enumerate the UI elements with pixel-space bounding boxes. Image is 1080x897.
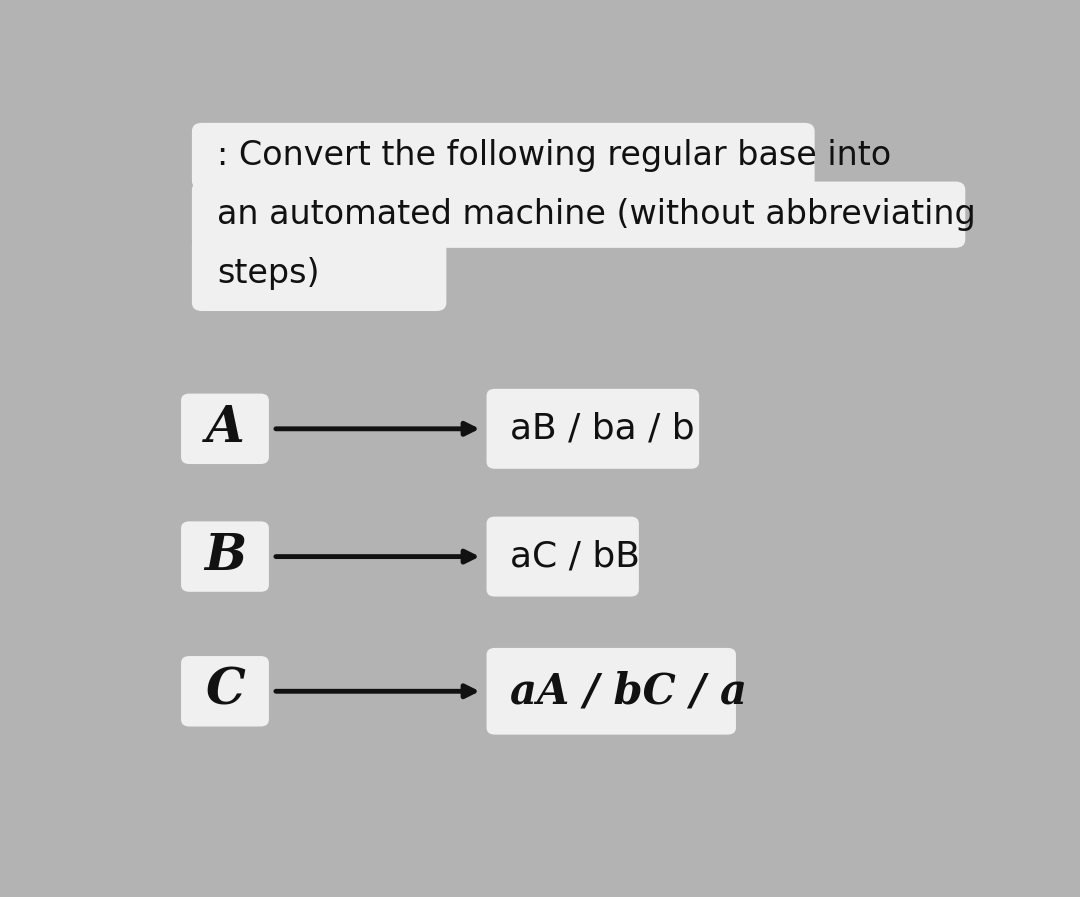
FancyArrowPatch shape	[275, 551, 474, 562]
Text: : Convert the following regular base into: : Convert the following regular base int…	[217, 140, 891, 172]
FancyArrowPatch shape	[275, 423, 474, 434]
Text: steps): steps)	[217, 257, 320, 290]
FancyBboxPatch shape	[192, 123, 814, 189]
FancyBboxPatch shape	[181, 394, 269, 464]
Text: B: B	[204, 532, 246, 581]
FancyBboxPatch shape	[486, 388, 699, 469]
FancyBboxPatch shape	[181, 656, 269, 727]
FancyArrowPatch shape	[275, 685, 474, 697]
FancyBboxPatch shape	[192, 236, 446, 311]
FancyBboxPatch shape	[181, 521, 269, 592]
Text: an automated machine (without abbreviating: an automated machine (without abbreviati…	[217, 198, 975, 231]
FancyBboxPatch shape	[486, 517, 639, 597]
FancyBboxPatch shape	[192, 181, 966, 248]
Text: A: A	[205, 405, 244, 453]
FancyBboxPatch shape	[486, 648, 735, 735]
Text: C: C	[205, 666, 245, 716]
Text: aA / bC / a: aA / bC / a	[510, 670, 747, 712]
Text: aB / ba / b: aB / ba / b	[510, 412, 694, 446]
Text: aC / bB: aC / bB	[510, 540, 639, 573]
